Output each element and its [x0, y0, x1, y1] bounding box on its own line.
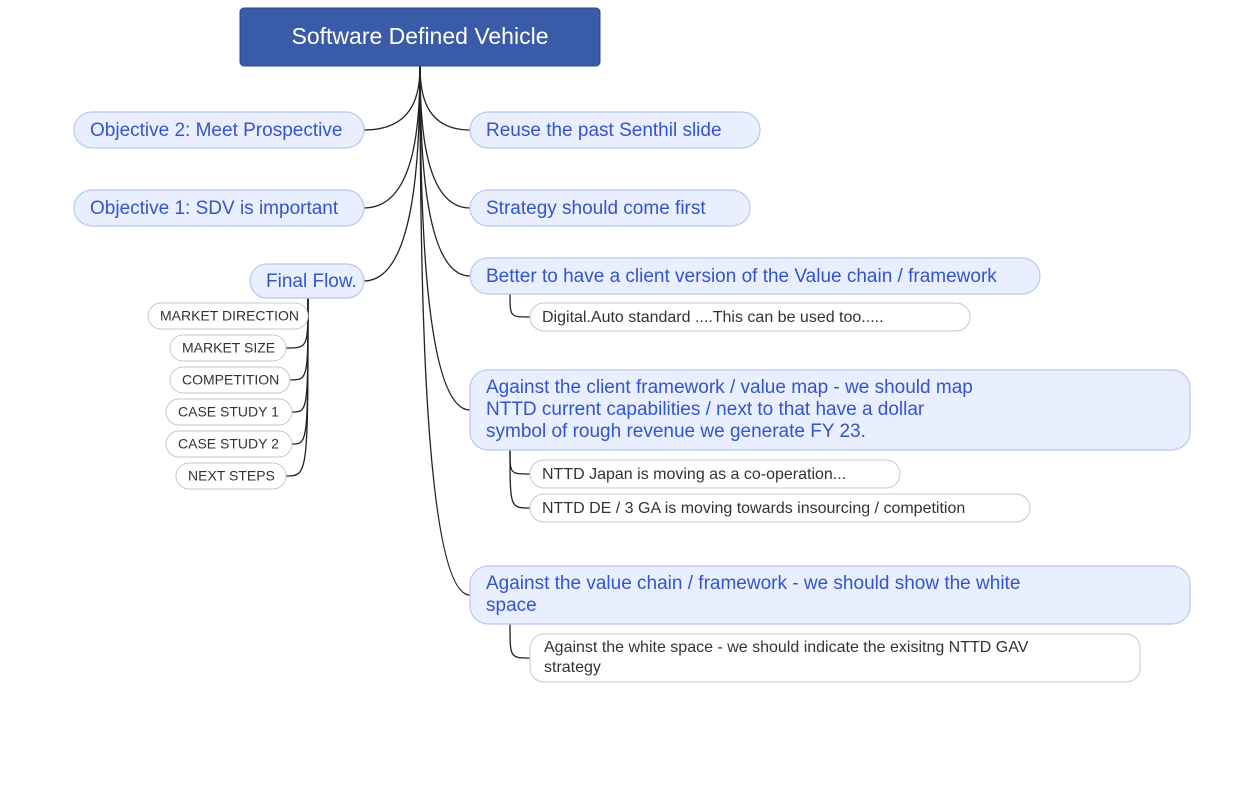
edge — [420, 66, 470, 208]
primary-better-label: Better to have a client version of the V… — [486, 266, 997, 287]
primary-final-label: Final Flow. — [266, 271, 357, 292]
edge — [420, 66, 470, 276]
edge — [510, 450, 530, 508]
edge — [510, 450, 530, 474]
edge — [510, 624, 530, 658]
primary-obj1-label: Objective 1: SDV is important — [90, 198, 339, 219]
primary-against1-line1: NTTD current capabilities / next to that… — [486, 399, 925, 420]
primary-against2-line0: Against the value chain / framework - we… — [486, 573, 1020, 594]
child-final-2-label: COMPETITION — [182, 372, 279, 388]
primary-against1-line0: Against the client framework / value map… — [486, 377, 973, 398]
primary-strat-label: Strategy should come first — [486, 198, 706, 219]
edge — [420, 66, 470, 130]
edge — [364, 66, 420, 208]
primary-against1-line2: symbol of rough revenue we generate FY 2… — [486, 421, 866, 442]
child-against1-1-label: NTTD DE / 3 GA is moving towards insourc… — [542, 500, 965, 517]
child-better-0-label: Digital.Auto standard ....This can be us… — [542, 309, 884, 326]
edge — [420, 66, 470, 410]
child-against2-0-line1: strategy — [544, 659, 601, 676]
child-final-4-label: CASE STUDY 2 — [178, 436, 279, 452]
child-final-5-label: NEXT STEPS — [188, 468, 275, 484]
edge — [364, 66, 420, 281]
mindmap-canvas: Software Defined Vehicle Objective 2: Mee… — [0, 0, 1240, 800]
child-final-3-label: CASE STUDY 1 — [178, 404, 279, 420]
primary-reuse-label: Reuse the past Senthil slide — [486, 120, 722, 141]
primary-obj2-label: Objective 2: Meet Prospective — [90, 120, 342, 141]
child-final-1-label: MARKET SIZE — [182, 340, 275, 356]
child-against1-0-label: NTTD Japan is moving as a co-operation..… — [542, 466, 846, 483]
root-label: Software Defined Vehicle — [292, 23, 549, 49]
edge — [420, 66, 470, 595]
edge — [364, 66, 420, 130]
child-against2-0-line0: Against the white space - we should indi… — [544, 639, 1029, 656]
child-final-0-label: MARKET DIRECTION — [160, 308, 299, 324]
edge — [510, 294, 530, 317]
primary-against2-line1: space — [486, 595, 537, 616]
